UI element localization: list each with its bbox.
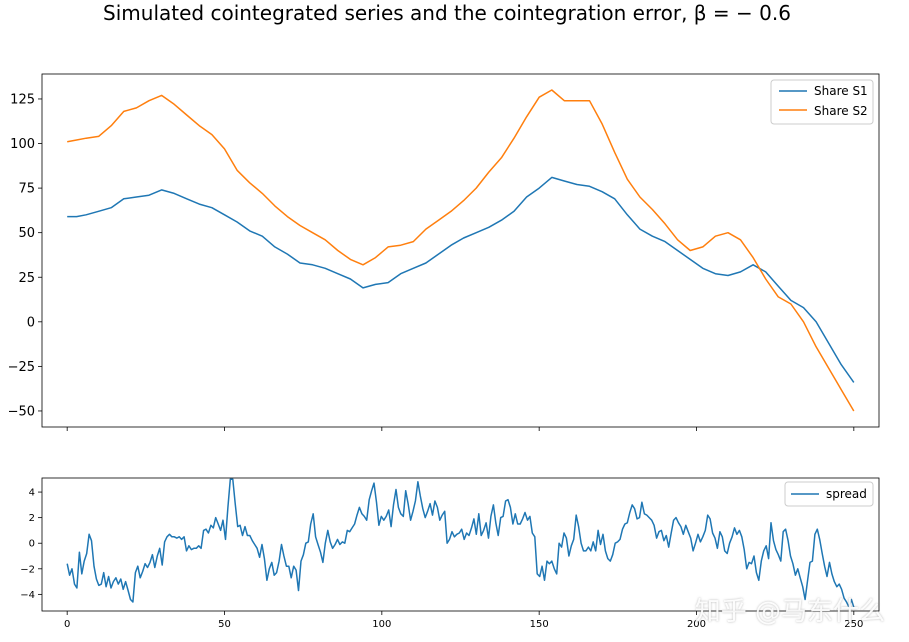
top-axis-ticks: −50 −25 0 25 50 75 100 125 xyxy=(8,93,855,431)
y-tick-label: −2 xyxy=(20,564,35,575)
series-line-share-s2 xyxy=(67,89,855,412)
legend-label-spread: spread xyxy=(826,487,867,501)
bottom-axes-frame xyxy=(41,477,880,612)
legend-label-share-s1: Share S1 xyxy=(814,84,868,98)
top-legend: Share S1 Share S2 xyxy=(770,79,874,125)
y-tick-label: 0 xyxy=(29,539,35,550)
watermark-text: 知乎 @马东什么 xyxy=(694,597,885,627)
top-series-lines xyxy=(67,89,855,412)
y-tick-label: 125 xyxy=(10,93,35,108)
y-tick-label: 25 xyxy=(18,271,35,286)
legend-label-share-s2: Share S2 xyxy=(814,104,868,118)
spread-panel: −4 −2 0 2 4 0 50 100 150 200 250 spread xyxy=(20,477,880,630)
x-tick-label: 150 xyxy=(530,619,549,630)
bottom-series-lines xyxy=(66,478,855,608)
bottom-legend-box xyxy=(784,481,874,507)
x-tick-label: 50 xyxy=(218,619,231,630)
figure-title: Simulated cointegrated series and the co… xyxy=(103,1,791,25)
y-tick-label: −25 xyxy=(8,360,35,375)
series-line-share-s1 xyxy=(67,176,855,383)
price-series-panel: −50 −25 0 25 50 75 100 125 Share S1 Share S2 xyxy=(8,73,880,431)
y-tick-label: 75 xyxy=(18,182,35,197)
bottom-axis-ticks: −4 −2 0 2 4 0 50 100 150 200 250 xyxy=(20,488,863,630)
y-tick-label: −4 xyxy=(20,590,35,601)
y-tick-label: −50 xyxy=(8,405,35,420)
y-tick-label: 50 xyxy=(18,226,35,241)
top-axes-frame xyxy=(41,73,880,428)
x-tick-label: 200 xyxy=(687,619,706,630)
x-tick-label: 250 xyxy=(844,619,863,630)
x-tick-label: 0 xyxy=(64,619,70,630)
y-tick-label: 100 xyxy=(10,137,35,152)
x-tick-label: 100 xyxy=(372,619,391,630)
y-tick-label: 0 xyxy=(27,315,35,330)
series-line-spread xyxy=(66,478,855,608)
y-tick-label: 2 xyxy=(29,513,35,524)
bottom-legend: spread xyxy=(784,481,874,507)
y-tick-label: 4 xyxy=(29,488,35,499)
